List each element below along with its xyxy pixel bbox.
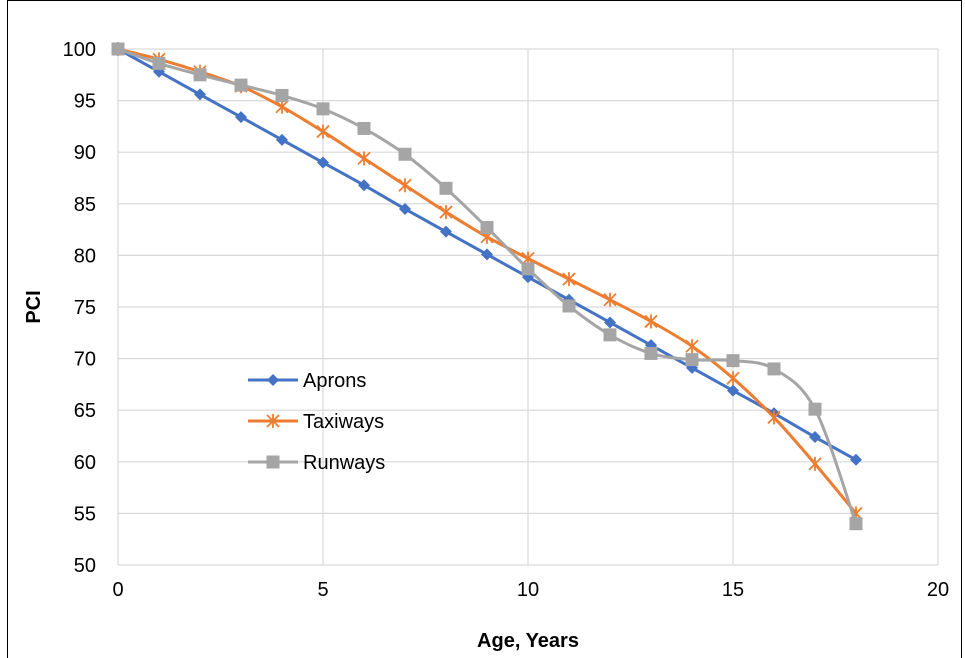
chart-frame: [7, 0, 962, 658]
taxiways-point: [562, 272, 576, 287]
x-tick-label: 10: [517, 579, 539, 601]
runways-point: [767, 362, 781, 376]
y-tick-label: 75: [74, 297, 96, 319]
legend-item-runways: Runways: [248, 452, 385, 474]
series-group: [111, 42, 863, 531]
y-tick-label: 65: [74, 400, 96, 422]
runways-point: [562, 299, 576, 313]
runways-point: [521, 262, 535, 276]
series-aprons: [112, 43, 862, 466]
legend-label: Taxiways: [303, 411, 384, 433]
series-runways: [111, 42, 863, 531]
runways-point: [726, 354, 740, 368]
x-tick-label: 15: [722, 579, 744, 601]
legend-label: Aprons: [303, 370, 366, 392]
y-tick-label: 60: [74, 452, 96, 474]
aprons-point: [358, 179, 370, 192]
runways-point: [398, 147, 412, 161]
legend-item-taxiways: Taxiways: [248, 411, 384, 433]
y-tick-label: 85: [74, 194, 96, 216]
y-tick-label: 95: [74, 91, 96, 113]
taxiways-point: [685, 339, 699, 354]
legend-marker: [266, 455, 280, 469]
runways-point: [357, 121, 371, 135]
legend-marker: [267, 374, 279, 386]
aprons-point: [235, 111, 247, 124]
taxiways-line: [117, 47, 858, 515]
aprons-point: [481, 248, 493, 261]
y-tick-label: 70: [74, 349, 96, 371]
y-tick-label: 100: [63, 39, 96, 61]
gridlines: [117, 48, 939, 566]
runways-point: [849, 517, 863, 531]
runways-point: [439, 181, 453, 195]
runways-point: [480, 221, 494, 235]
y-tick-label: 90: [74, 142, 96, 164]
x-axis-title: Age, Years: [477, 630, 579, 652]
x-tick-label: 20: [927, 579, 949, 601]
runways-point: [644, 346, 658, 360]
taxiways-point: [357, 151, 371, 166]
taxiways-point: [767, 410, 781, 425]
aprons-point: [194, 88, 206, 101]
taxiways-point: [275, 99, 289, 114]
aprons-point: [440, 225, 452, 238]
legend-marker: [266, 414, 280, 428]
aprons-point: [809, 431, 821, 444]
y-axis-ticks: 50 55 60 65 70 75 80 85 90 95 100: [63, 39, 96, 577]
aprons-point: [399, 202, 411, 215]
legend-item-aprons: Aprons: [248, 370, 366, 392]
taxiways-point: [808, 456, 822, 471]
y-axis-title: PCI: [23, 290, 45, 323]
runways-point: [316, 102, 330, 116]
aprons-point: [276, 133, 288, 146]
runways-point: [234, 78, 248, 92]
runways-point: [111, 42, 125, 56]
taxiways-point: [603, 292, 617, 307]
y-tick-label: 55: [74, 503, 96, 525]
x-tick-label: 0: [112, 579, 123, 601]
aprons-point: [850, 453, 862, 466]
series-taxiways: [111, 42, 863, 521]
taxiways-point: [726, 371, 740, 386]
x-axis-ticks: 0 5 10 15 20: [112, 579, 949, 601]
taxiways-point: [398, 178, 412, 193]
runways-point: [193, 68, 207, 82]
x-tick-label: 5: [317, 579, 328, 601]
taxiways-point: [439, 205, 453, 220]
runways-point: [808, 402, 822, 416]
aprons-point: [727, 384, 739, 397]
y-tick-label: 50: [74, 555, 96, 577]
aprons-point: [317, 156, 329, 169]
aprons-point: [604, 316, 616, 329]
taxiways-point: [644, 314, 658, 329]
y-tick-label: 80: [74, 245, 96, 267]
legend-label: Runways: [303, 452, 385, 474]
legend: Aprons Taxiways Runways: [248, 370, 385, 474]
runways-point: [152, 56, 166, 70]
runways-point: [275, 88, 289, 102]
runways-point: [685, 353, 699, 367]
taxiways-point: [316, 124, 330, 139]
runways-point: [603, 328, 617, 342]
runways-line: [117, 47, 858, 525]
